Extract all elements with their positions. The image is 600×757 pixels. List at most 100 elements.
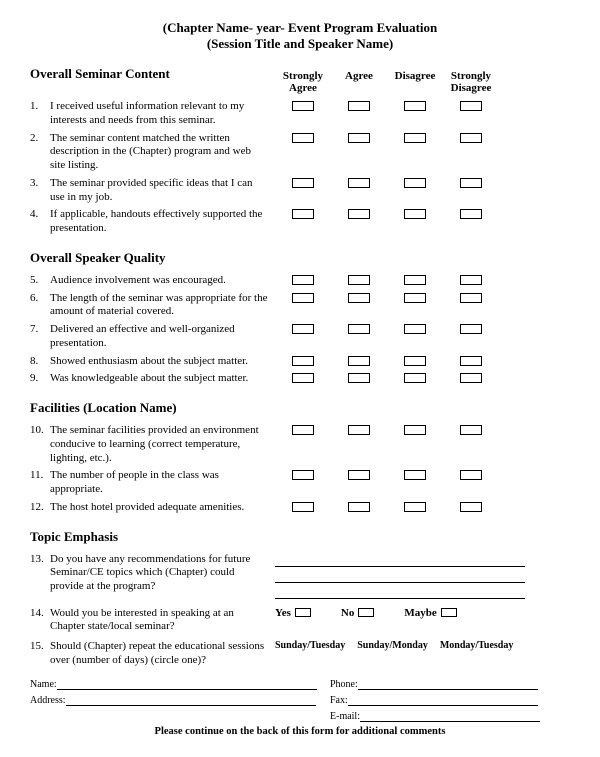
- section-title-topic: Topic Emphasis: [30, 529, 570, 545]
- q-text: Should (Chapter) repeat the educational …: [50, 640, 275, 668]
- rating-boxes: [275, 132, 499, 143]
- q-text: The seminar content matched the written …: [50, 132, 275, 173]
- checkbox-icon[interactable]: [460, 470, 482, 480]
- q-num: 7.: [30, 323, 50, 335]
- checkbox-icon[interactable]: [292, 178, 314, 188]
- field-name[interactable]: Name:: [30, 678, 330, 690]
- q-num: 10.: [30, 424, 50, 436]
- field-phone[interactable]: Phone:: [330, 678, 550, 690]
- q-num: 3.: [30, 177, 50, 189]
- content-question-row: 4.If applicable, handouts effectively su…: [30, 208, 570, 236]
- q-text: The number of people in the class was ap…: [50, 469, 275, 497]
- checkbox-icon[interactable]: [404, 502, 426, 512]
- checkbox-icon[interactable]: [348, 373, 370, 383]
- day-opt-1[interactable]: Sunday/Tuesday: [275, 640, 345, 651]
- col-disagree: Disagree: [387, 70, 443, 94]
- checkbox-icon[interactable]: [404, 425, 426, 435]
- checkbox-icon[interactable]: [404, 209, 426, 219]
- rating-boxes: [275, 100, 499, 111]
- q-text: The seminar provided specific ideas that…: [50, 177, 275, 205]
- checkbox-icon[interactable]: [460, 133, 482, 143]
- checkbox-icon[interactable]: [292, 502, 314, 512]
- checkbox-icon[interactable]: [292, 356, 314, 366]
- checkbox-icon[interactable]: [460, 356, 482, 366]
- checkbox-icon[interactable]: [292, 373, 314, 383]
- q-text: Delivered an effective and well-organize…: [50, 323, 275, 351]
- checkbox-icon[interactable]: [460, 209, 482, 219]
- checkbox-icon[interactable]: [460, 425, 482, 435]
- checkbox-icon[interactable]: [348, 293, 370, 303]
- field-fax[interactable]: Fax:: [330, 694, 550, 706]
- checkbox-icon[interactable]: [348, 133, 370, 143]
- checkbox-icon[interactable]: [348, 502, 370, 512]
- checkbox-icon[interactable]: [460, 101, 482, 111]
- facilities-question-row: 10.The seminar facilities provided an en…: [30, 424, 570, 465]
- rating-boxes: [275, 424, 499, 435]
- opt-maybe[interactable]: Maybe: [404, 607, 456, 619]
- checkbox-icon[interactable]: [292, 101, 314, 111]
- checkbox-icon[interactable]: [292, 275, 314, 285]
- q-text: The seminar facilities provided an envir…: [50, 424, 275, 465]
- checkbox-icon[interactable]: [348, 324, 370, 334]
- checkbox-icon[interactable]: [441, 608, 457, 617]
- checkbox-icon[interactable]: [348, 209, 370, 219]
- checkbox-icon[interactable]: [404, 178, 426, 188]
- checkbox-icon[interactable]: [292, 293, 314, 303]
- field-address[interactable]: Address:: [30, 694, 330, 706]
- q-text: Audience involvement was encouraged.: [50, 274, 275, 288]
- checkbox-icon[interactable]: [348, 275, 370, 285]
- checkbox-icon[interactable]: [292, 324, 314, 334]
- q-num: 6.: [30, 292, 50, 304]
- rating-boxes: [275, 323, 499, 334]
- checkbox-icon[interactable]: [404, 133, 426, 143]
- checkbox-icon[interactable]: [460, 502, 482, 512]
- q-num: 2.: [30, 132, 50, 144]
- checkbox-icon[interactable]: [295, 608, 311, 617]
- yes-label: Yes: [275, 607, 291, 619]
- q-num: 1.: [30, 100, 50, 112]
- q-text: Was knowledgeable about the subject matt…: [50, 372, 275, 386]
- q-text: If applicable, handouts effectively supp…: [50, 208, 275, 236]
- q-text: The length of the seminar was appropriat…: [50, 292, 275, 320]
- checkbox-icon[interactable]: [404, 373, 426, 383]
- q-num: 9.: [30, 372, 50, 384]
- checkbox-icon[interactable]: [348, 470, 370, 480]
- checkbox-icon[interactable]: [404, 324, 426, 334]
- opt-no[interactable]: No: [341, 607, 374, 619]
- checkbox-icon[interactable]: [404, 470, 426, 480]
- checkbox-icon[interactable]: [292, 133, 314, 143]
- opt-yes[interactable]: Yes: [275, 607, 311, 619]
- checkbox-icon[interactable]: [348, 356, 370, 366]
- checkbox-icon[interactable]: [460, 293, 482, 303]
- address-label: Address:: [30, 695, 66, 706]
- day-opt-2[interactable]: Sunday/Monday: [357, 640, 428, 651]
- checkbox-icon[interactable]: [460, 373, 482, 383]
- checkbox-icon[interactable]: [404, 101, 426, 111]
- checkbox-icon[interactable]: [348, 425, 370, 435]
- q-num: 8.: [30, 355, 50, 367]
- checkbox-icon[interactable]: [348, 178, 370, 188]
- checkbox-icon[interactable]: [348, 101, 370, 111]
- checkbox-icon[interactable]: [292, 209, 314, 219]
- footer-note: Please continue on the back of this form…: [30, 726, 570, 737]
- col-strongly-disagree: Strongly Disagree: [443, 70, 499, 94]
- write-in-lines[interactable]: [275, 553, 525, 601]
- checkbox-icon[interactable]: [292, 425, 314, 435]
- day-opt-3[interactable]: Monday/Tuesday: [440, 640, 514, 651]
- section-title-facilities: Facilities (Location Name): [30, 400, 570, 416]
- checkbox-icon[interactable]: [404, 275, 426, 285]
- checkbox-icon[interactable]: [404, 293, 426, 303]
- q-num: 4.: [30, 208, 50, 220]
- checkbox-icon[interactable]: [460, 324, 482, 334]
- rating-boxes: [275, 208, 499, 219]
- maybe-label: Maybe: [404, 607, 436, 619]
- checkbox-icon[interactable]: [292, 470, 314, 480]
- checkbox-icon[interactable]: [460, 275, 482, 285]
- checkbox-icon[interactable]: [404, 356, 426, 366]
- section-title-speaker: Overall Speaker Quality: [30, 250, 570, 266]
- fax-label: Fax:: [330, 695, 348, 706]
- checkbox-icon[interactable]: [358, 608, 374, 617]
- field-email[interactable]: E-mail:: [330, 710, 550, 722]
- no-label: No: [341, 607, 354, 619]
- checkbox-icon[interactable]: [460, 178, 482, 188]
